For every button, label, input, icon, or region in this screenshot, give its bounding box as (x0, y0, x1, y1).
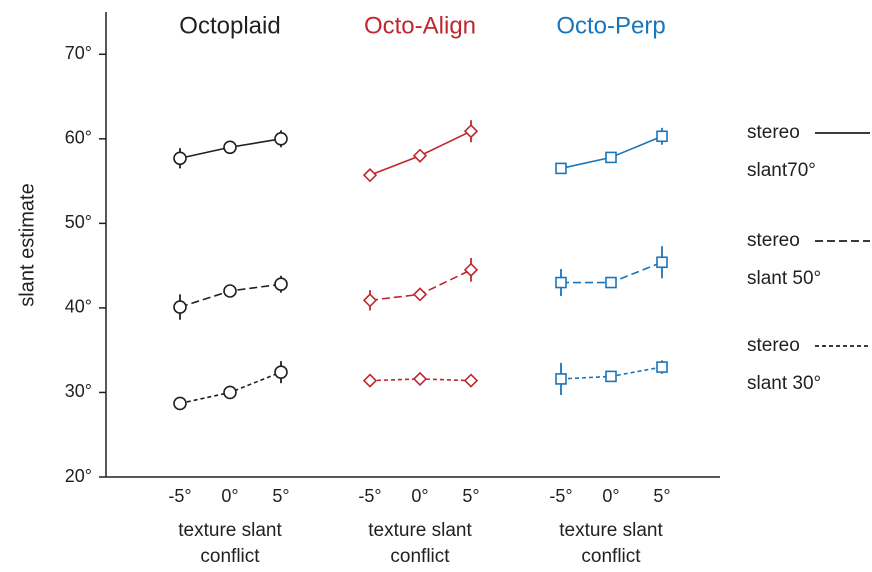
marker (555, 373, 567, 385)
marker (412, 371, 428, 387)
marker (463, 262, 479, 277)
marker (605, 370, 617, 383)
y-tick-label: 40° (65, 297, 92, 317)
marker (223, 284, 237, 298)
x-axis-label: texture slant conflict (178, 520, 282, 567)
marker (656, 130, 668, 143)
marker (412, 148, 428, 163)
marker (555, 162, 567, 175)
marker (656, 361, 668, 373)
y-tick-label: 30° (65, 381, 92, 401)
panel-title: Octo-Perp (556, 12, 665, 39)
marker (362, 373, 378, 388)
x-tick-label: -5° (358, 486, 381, 506)
x-tick-label: -5° (549, 486, 572, 506)
x-axis-label: texture slant conflict (559, 520, 663, 567)
marker (555, 276, 567, 289)
marker (463, 373, 479, 388)
panel-title: Octoplaid (179, 12, 280, 39)
x-tick-label: 5° (462, 486, 479, 506)
legend-label: stereo slant 30° (747, 335, 822, 394)
marker (223, 385, 237, 400)
marker (656, 256, 668, 269)
x-tick-label: 0° (411, 486, 428, 506)
y-axis-label: slant estimate (16, 183, 38, 306)
marker (173, 151, 187, 166)
marker (274, 132, 288, 146)
x-tick-label: 5° (653, 486, 670, 506)
x-tick-label: 0° (221, 486, 238, 506)
marker (173, 396, 187, 411)
x-axis-label: texture slant conflict (368, 520, 472, 567)
legend-label: stereo slant70° (747, 122, 816, 181)
y-tick-label: 60° (65, 128, 92, 148)
marker (605, 276, 617, 289)
marker (605, 151, 617, 164)
marker (274, 365, 288, 379)
legend-label: stereo slant 50° (747, 230, 822, 289)
marker (274, 277, 288, 292)
marker (362, 293, 378, 308)
x-tick-label: 0° (602, 486, 619, 506)
x-tick-label: 5° (272, 486, 289, 506)
marker (463, 124, 479, 139)
x-tick-label: -5° (168, 486, 191, 506)
panel-title: Octo-Align (364, 12, 476, 39)
marker (412, 287, 428, 302)
marker (173, 300, 187, 314)
y-tick-label: 50° (65, 212, 92, 232)
y-tick-label: 20° (65, 466, 92, 486)
y-tick-label: 70° (65, 43, 92, 63)
marker (362, 168, 378, 183)
marker (223, 140, 237, 155)
